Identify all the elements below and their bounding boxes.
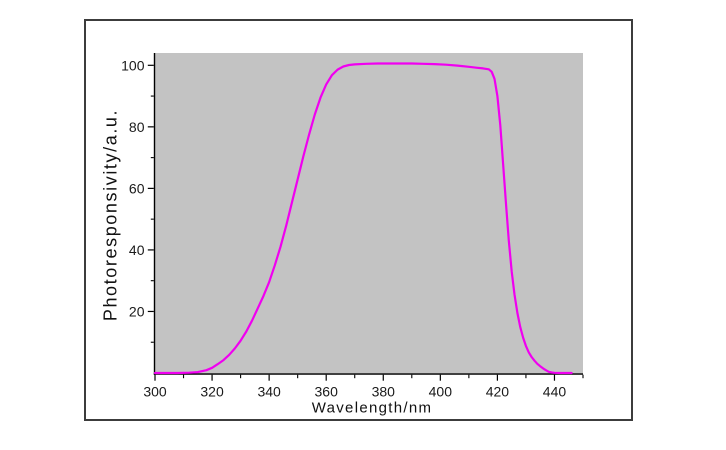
x-tick-label: 300 — [143, 384, 167, 400]
y-tick-label: 20 — [129, 303, 145, 319]
y-tick-label: 40 — [129, 242, 145, 258]
x-tick-label: 440 — [543, 384, 567, 400]
series-line-photoresponsivity — [153, 62, 573, 375]
x-tick-label: 360 — [315, 384, 339, 400]
x-tick-label: 380 — [372, 384, 396, 400]
y-tick-label: 100 — [121, 57, 145, 73]
x-tick-label: 320 — [200, 384, 224, 400]
y-axis-title: Photoresponsivity/a.u. — [100, 108, 121, 322]
x-tick-label: 340 — [257, 384, 281, 400]
y-tick-label: 60 — [129, 180, 145, 196]
plot-background — [155, 53, 583, 373]
x-tick-label: 400 — [429, 384, 453, 400]
x-tick-label: 420 — [486, 384, 510, 400]
x-axis-title: Wavelength/nm — [311, 399, 433, 417]
y-tick-label: 80 — [129, 119, 145, 135]
